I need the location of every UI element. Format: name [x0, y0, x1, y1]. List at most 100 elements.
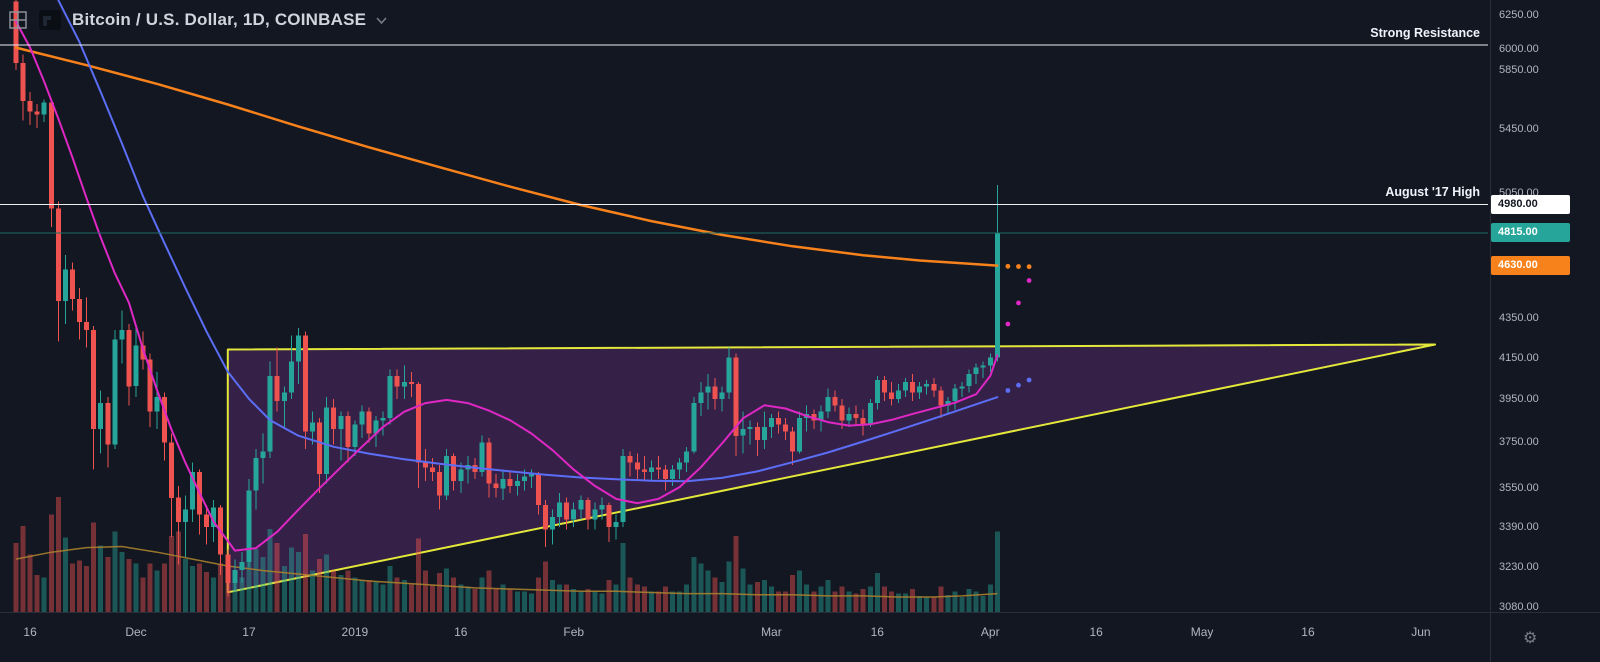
volume-bar [387, 566, 393, 612]
volume-bar [451, 577, 457, 612]
candle-body [380, 418, 386, 421]
chart-canvas[interactable]: Strong Resistance August '17 High Bitcoin… [0, 0, 1490, 612]
volume-bar [105, 556, 111, 612]
candle-body [437, 471, 443, 496]
candle-body [790, 431, 796, 452]
ma-magenta-line [15, 20, 999, 552]
volume-bar [818, 586, 824, 612]
volume-bar [966, 589, 972, 612]
time-axis-label: 16 [454, 625, 468, 639]
ma-orange-projection-dot [1005, 263, 1011, 269]
price-chart[interactable] [0, 0, 1490, 612]
volume-bar [959, 597, 965, 612]
candle-body [959, 386, 965, 389]
candle-body [761, 426, 767, 441]
candle-body [62, 269, 68, 301]
volume-bar [550, 579, 556, 612]
time-axis-label: Mar [761, 625, 782, 639]
settings-gear-icon[interactable]: ⚙ [1523, 630, 1538, 647]
volume-bar [881, 586, 887, 612]
volume-bar [543, 561, 548, 612]
candle-body [232, 569, 238, 583]
candle-body [846, 413, 852, 421]
volume-bar [140, 577, 146, 612]
volume-bar [408, 584, 414, 612]
candle-body [656, 467, 661, 470]
ma-magenta-projection-dot [1005, 321, 1011, 327]
candle-body [260, 451, 266, 459]
candle-body [776, 418, 781, 425]
volume-bar [684, 584, 690, 612]
candle-body [543, 504, 548, 530]
candle-body [345, 416, 351, 447]
candle-body [133, 345, 139, 387]
volume-bar [55, 497, 61, 612]
volume-bar [839, 586, 845, 612]
price-axis-label: 6250.00 [1499, 8, 1539, 21]
ma-magenta-projection-dot [1016, 300, 1021, 306]
price-axis-label: 5850.00 [1499, 64, 1539, 77]
candle-body [860, 418, 866, 425]
time-axis-label: 17 [242, 625, 256, 639]
volume-bar [34, 575, 40, 612]
candle-body [458, 469, 464, 482]
price-axis-label: 3750.00 [1499, 436, 1539, 449]
candle-body [310, 422, 315, 432]
volume-bar [931, 597, 937, 612]
volume-bar [860, 589, 866, 612]
volume-bar [761, 579, 767, 612]
volume-bar [288, 547, 294, 612]
candle-body [119, 329, 125, 340]
candle-body [557, 502, 563, 517]
volume-bar [987, 584, 993, 612]
volume-bar [303, 533, 308, 612]
candle-body [578, 500, 584, 510]
candle-body [295, 335, 301, 362]
volume-bar [126, 559, 132, 612]
chart-header: Bitcoin / U.S. Dollar, 1D, COINBASE [8, 8, 387, 32]
candle-body [373, 420, 379, 434]
symbol-title[interactable]: Bitcoin / U.S. Dollar, 1D, COINBASE [72, 10, 367, 29]
volume-bar [27, 554, 33, 612]
volume-bar [444, 568, 450, 612]
candle-body [91, 329, 97, 430]
candle-body [677, 462, 683, 470]
triangle-drawing [226, 343, 1437, 594]
volume-bar [733, 536, 739, 612]
candle-body [281, 392, 287, 402]
candle-body [514, 481, 520, 486]
candle-body [691, 403, 697, 452]
candle-body [931, 384, 937, 391]
ma-blue-projection-dot [1026, 377, 1032, 383]
candle-body [684, 451, 690, 463]
volume-bar [924, 597, 930, 612]
volume-bar [352, 577, 358, 612]
tradingview-logo-icon[interactable] [38, 8, 62, 32]
candle-body [719, 392, 725, 399]
volume-bar [182, 559, 188, 612]
time-axis[interactable]: 16 Dec 17 2019 16 Feb Mar 16 Apr 16 May 16 Jun [0, 612, 1490, 662]
ma-orange-projection-dot [1016, 264, 1021, 269]
volume-bar [571, 589, 577, 612]
price-axis-label: 4350.00 [1499, 312, 1539, 325]
candle-body [267, 375, 273, 452]
candle-body [112, 339, 118, 445]
candle-body [246, 490, 252, 563]
volume-bar [91, 522, 97, 612]
volume-bar [211, 577, 217, 612]
volume-bar [648, 591, 654, 612]
price-axis[interactable]: 6250.00 6000.00 5850.00 5450.00 5050.00 4350.… [1490, 0, 1600, 613]
volume-bar [747, 584, 753, 612]
chevron-down-icon[interactable] [376, 16, 387, 24]
volume-bar [776, 591, 781, 612]
ma-orange-projection-dot [1026, 264, 1032, 270]
volume-bar [705, 570, 711, 612]
volume-bar [493, 589, 499, 612]
grid-icon[interactable] [8, 10, 28, 30]
volume-bar [754, 582, 760, 612]
volume-bar [790, 575, 796, 612]
candle-body [55, 208, 61, 301]
candle-body [938, 390, 944, 406]
candle-body [415, 384, 421, 463]
volume-bar [437, 572, 443, 612]
